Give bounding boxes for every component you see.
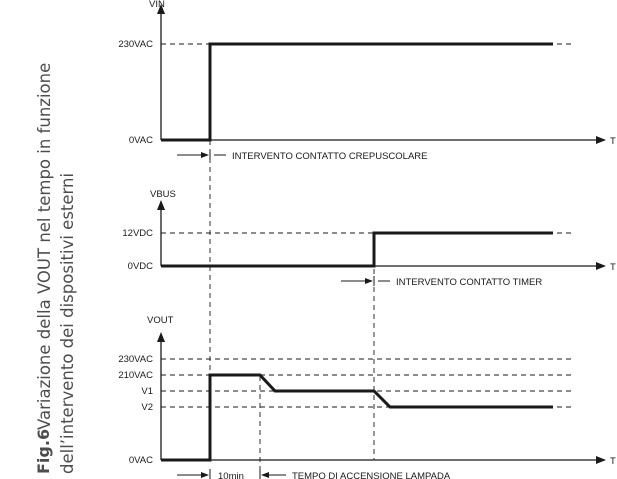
- panel-vin: VIN T 230VAC 0VAC INTERVENTO CONTATTO CR…: [118, 0, 616, 162]
- vbus-level-12: 12VDC: [122, 228, 153, 239]
- figure-caption: Fig.6 Variazione della VOUT nel tempo in…: [34, 63, 77, 474]
- figure-number: Fig.6: [34, 429, 53, 474]
- vout-level-v2: V2: [141, 402, 153, 413]
- vout-duration-annotation: TEMPO DI ACCENSIONE LAMPADA: [292, 471, 451, 479]
- vout-duration-arrow-head: [261, 472, 269, 478]
- vbus-event-label: INTERVENTO CONTATTO TIMER: [396, 277, 542, 288]
- vout-y-arrow: [157, 332, 165, 342]
- vin-level-230: 230VAC: [118, 39, 153, 50]
- panel-vout: VOUT T 230VAC 210VAC V1 V2 0VAC 10min TE…: [118, 315, 616, 479]
- vbus-time-arrow: [596, 262, 606, 270]
- vin-axis-label: VIN: [149, 0, 165, 10]
- vout-level-210: 210VAC: [118, 370, 153, 381]
- vout-duration-label: 10min: [218, 471, 244, 479]
- vout-axis-label: VOUT: [147, 315, 174, 326]
- vout-level-0: 0VAC: [129, 455, 153, 466]
- vbus-event-arrow-head: [365, 278, 373, 284]
- time-guides: [209, 140, 375, 478]
- vout-start-arrow-head: [201, 472, 209, 478]
- caption-line-1: Variazione della VOUT nel tempo in funzi…: [35, 63, 54, 430]
- vbus-signal: [161, 231, 553, 268]
- vin-y-arrow: [157, 4, 165, 14]
- vin-level-0: 0VAC: [129, 135, 153, 146]
- vout-time-label: T: [610, 456, 616, 467]
- vin-signal: [161, 42, 553, 142]
- caption-line-2: dell’intervento dei dispositivi esterni: [58, 173, 77, 474]
- vout-time-arrow: [596, 456, 606, 464]
- vbus-time-label: T: [610, 262, 616, 273]
- vout-level-230: 230VAC: [118, 354, 153, 365]
- vin-event-label: INTERVENTO CONTATTO CREPUSCOLARE: [232, 151, 427, 162]
- vin-event-arrow-head: [201, 152, 209, 158]
- vout-level-v1: V1: [141, 386, 153, 397]
- panel-vbus: VBUS T 12VDC 0VDC INTERVENTO CONTATTO TI…: [122, 189, 616, 288]
- vout-signal: [161, 373, 553, 462]
- vin-time-arrow: [596, 136, 606, 144]
- vbus-level-0: 0VDC: [128, 261, 153, 272]
- vbus-axis-label: VBUS: [150, 189, 176, 200]
- vin-time-label: T: [610, 136, 616, 147]
- vbus-y-arrow: [157, 200, 165, 210]
